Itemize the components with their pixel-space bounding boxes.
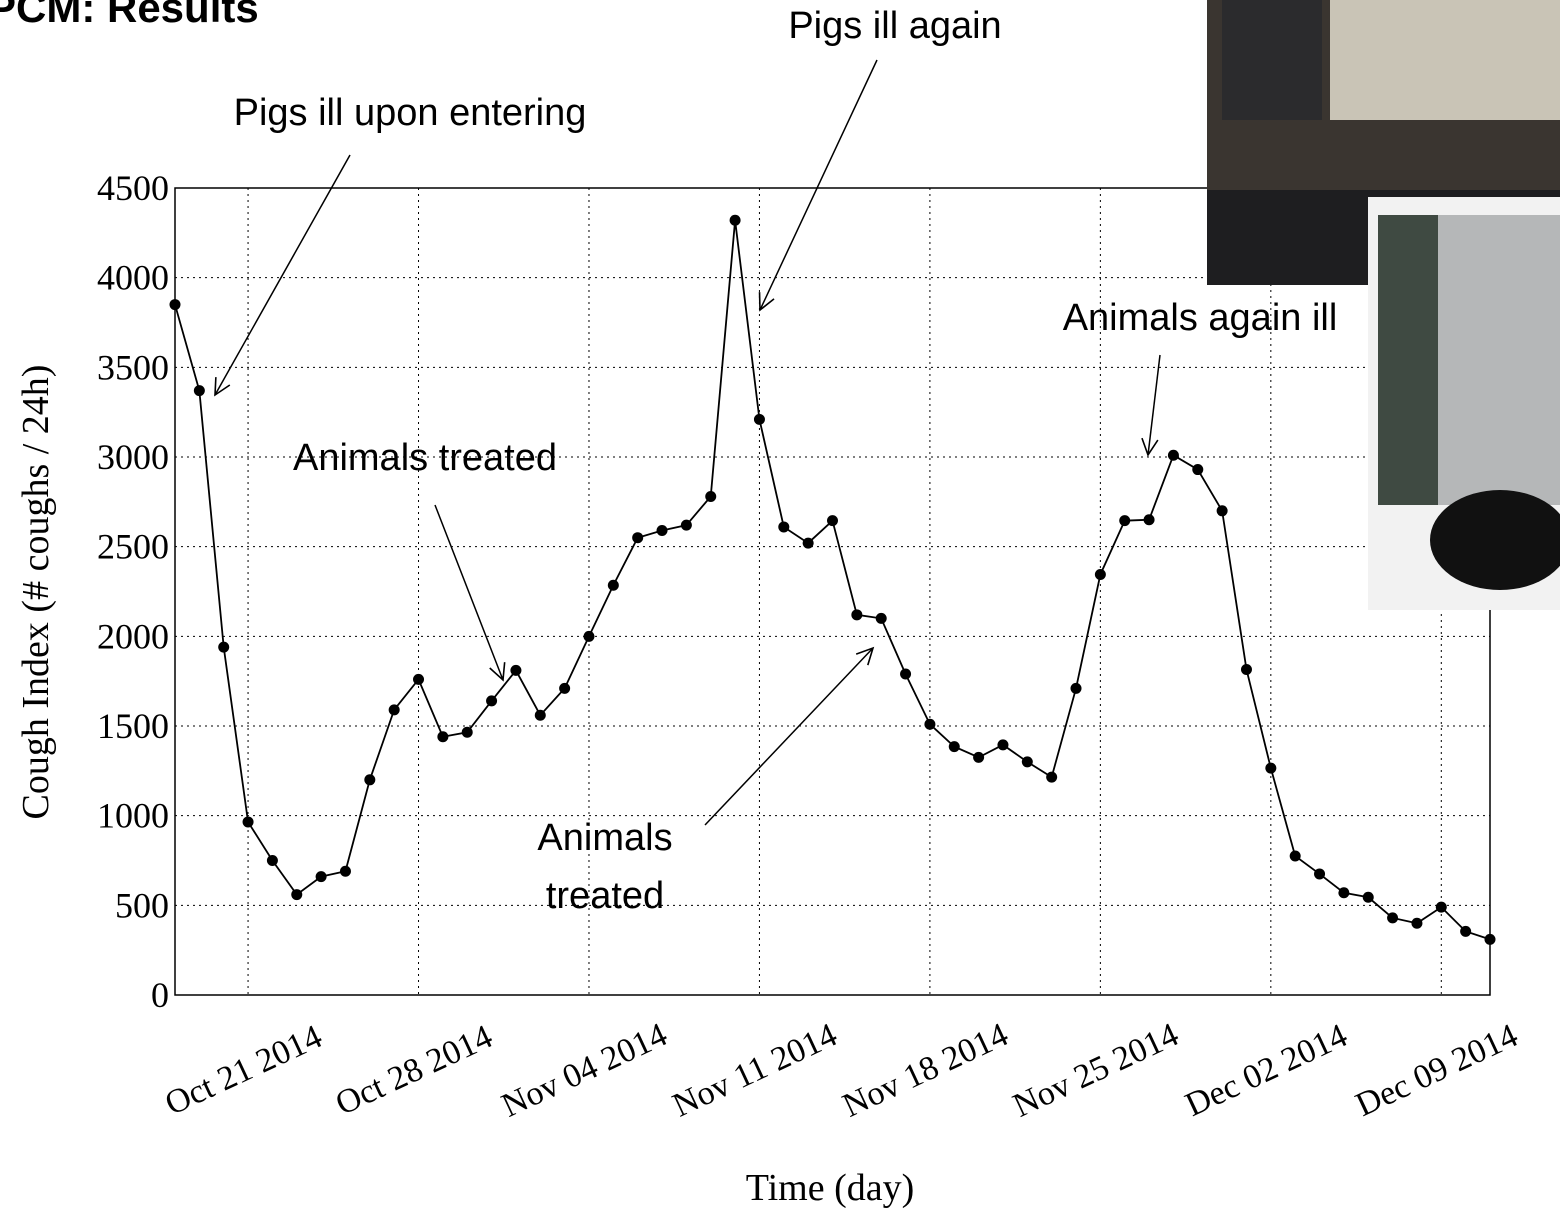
- x-axis-label: Time (day): [746, 1167, 915, 1209]
- annotation-arrow: [215, 155, 350, 395]
- y-tick-label: 0: [151, 975, 169, 1015]
- data-point: [997, 739, 1008, 750]
- data-point: [924, 719, 935, 730]
- data-point: [486, 695, 497, 706]
- data-point: [364, 774, 375, 785]
- data-point: [1290, 851, 1301, 862]
- data-point: [291, 889, 302, 900]
- data-point: [754, 414, 765, 425]
- x-tick-label: Oct 21 2014: [160, 1018, 328, 1123]
- data-point: [267, 855, 278, 866]
- annotation: Animals again ill: [1063, 297, 1338, 339]
- data-point: [340, 866, 351, 877]
- data-point: [1168, 450, 1179, 461]
- x-tick-label: Nov 25 2014: [1008, 1016, 1185, 1125]
- y-tick-label: 3000: [97, 437, 169, 477]
- data-point: [583, 631, 594, 642]
- data-point: [1436, 902, 1447, 913]
- data-point: [1144, 514, 1155, 525]
- annotation: Animals treated: [293, 437, 557, 479]
- data-point: [535, 710, 546, 721]
- annotation-arrow: [435, 505, 503, 680]
- data-point: [632, 532, 643, 543]
- data-point: [194, 385, 205, 396]
- data-point: [462, 727, 473, 738]
- page: PCM: Results Time (day) Cough Index (# c…: [0, 0, 1560, 1225]
- data-point: [218, 642, 229, 653]
- x-tick-label: Nov 18 2014: [837, 1016, 1014, 1125]
- data-point: [973, 752, 984, 763]
- x-tick-label: Oct 28 2014: [330, 1018, 498, 1123]
- data-point: [1387, 912, 1398, 923]
- y-tick-label: 4000: [97, 258, 169, 298]
- data-point: [608, 580, 619, 591]
- photo-device-side: [1378, 215, 1438, 505]
- data-point: [681, 520, 692, 531]
- data-point: [1022, 756, 1033, 767]
- data-point: [1460, 926, 1471, 937]
- annotation: Animals: [537, 817, 672, 859]
- data-point: [949, 741, 960, 752]
- y-tick-label: 1000: [97, 796, 169, 836]
- data-point: [1241, 664, 1252, 675]
- chart: PCM: Results Time (day) Cough Index (# c…: [0, 0, 1560, 1225]
- x-tick-label: Dec 09 2014: [1350, 1017, 1523, 1124]
- data-point: [1338, 887, 1349, 898]
- annotation: Pigs ill upon entering: [234, 92, 587, 134]
- data-point: [510, 665, 521, 676]
- data-point: [1217, 505, 1228, 516]
- data-point: [170, 299, 181, 310]
- y-tick-label: 500: [115, 885, 169, 925]
- data-point: [437, 731, 448, 742]
- data-point: [876, 613, 887, 624]
- data-point: [1095, 569, 1106, 580]
- x-tick-label: Nov 11 2014: [667, 1016, 842, 1124]
- annotation-arrow: [705, 648, 873, 825]
- data-point: [730, 215, 741, 226]
- data-point: [559, 683, 570, 694]
- y-tick-label: 4500: [97, 168, 169, 208]
- data-point: [1046, 772, 1057, 783]
- data-point: [851, 609, 862, 620]
- data-point: [705, 491, 716, 502]
- y-axis-label: Cough Index (# coughs / 24h): [15, 365, 57, 820]
- data-point: [803, 538, 814, 549]
- data-point: [316, 871, 327, 882]
- data-point: [1192, 464, 1203, 475]
- data-point: [900, 668, 911, 679]
- y-tick-label: 3500: [97, 347, 169, 387]
- data-point: [827, 515, 838, 526]
- annotation-arrow: [1148, 355, 1160, 455]
- data-point: [1119, 515, 1130, 526]
- chart-title: PCM: Results: [0, 0, 259, 31]
- photo-cabinet-box: [1222, 0, 1322, 120]
- y-tick-label: 2500: [97, 527, 169, 567]
- data-point: [1363, 892, 1374, 903]
- data-point: [1265, 763, 1276, 774]
- data-point: [1411, 918, 1422, 929]
- annotation: Pigs ill again: [788, 5, 1001, 47]
- y-tick-label: 1500: [97, 706, 169, 746]
- data-point: [1314, 868, 1325, 879]
- data-point: [1485, 934, 1496, 945]
- x-tick-label: Dec 02 2014: [1180, 1017, 1353, 1124]
- data-point: [1071, 683, 1082, 694]
- annotation-arrow: [760, 60, 877, 310]
- photo-cabinet-box2: [1330, 0, 1560, 120]
- data-point: [389, 704, 400, 715]
- annotation: treated: [546, 875, 664, 917]
- data-point: [243, 816, 254, 827]
- y-tick-label: 2000: [97, 616, 169, 656]
- data-point: [657, 525, 668, 536]
- x-tick-label: Nov 04 2014: [496, 1016, 673, 1125]
- data-point: [413, 674, 424, 685]
- data-point: [778, 521, 789, 532]
